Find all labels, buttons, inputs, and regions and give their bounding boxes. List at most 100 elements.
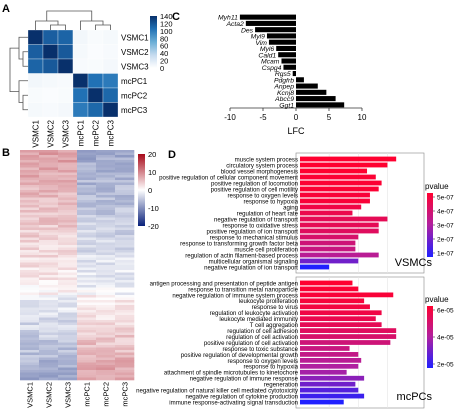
heatmap-row-segment — [115, 315, 135, 318]
heatmap-row-segment — [39, 297, 59, 301]
go-term-bar — [300, 375, 365, 381]
heatmap-row-segment — [58, 197, 78, 201]
heatmap-row-segment — [58, 240, 78, 243]
colorbar-tick-label: 20 — [160, 57, 168, 66]
heatmap-row-segment — [58, 235, 78, 238]
heatmap-row-segment — [58, 212, 78, 216]
heatmap-row-segment — [77, 162, 97, 166]
heatmap-row-segment — [58, 152, 78, 156]
heatmap-row-segment — [58, 185, 78, 188]
heatmap-row-segment — [20, 362, 40, 366]
heatmap-row-segment — [77, 347, 97, 351]
column-label: VSMC1 — [26, 382, 35, 408]
heatmap-row-segment — [58, 255, 78, 258]
go-term-bar — [300, 310, 382, 316]
go-term-bar — [300, 246, 356, 252]
heatmap-row-segment — [39, 165, 59, 168]
go-term-bar — [300, 204, 362, 210]
legend-tick-label: 3e-07 — [437, 223, 454, 230]
heatmap-row-segment — [20, 290, 40, 293]
heatmap-row-segment — [77, 335, 97, 338]
heatmap-row-segment — [96, 205, 116, 208]
panel-c-lfc-bar-chart: -10 -5 0 5 10 LFC Myh11Acta2DesMyl9VimMyl6Cald… — [218, 14, 367, 136]
go-term-bar — [300, 240, 356, 246]
heatmap-row-segment — [20, 230, 40, 233]
gene-label: Myh11 — [218, 15, 238, 22]
heatmap-row-segment — [115, 330, 135, 333]
heatmap-row-segment — [77, 195, 97, 198]
heatmap-row-segment — [115, 190, 135, 193]
colorbar-tick-label: 120 — [160, 19, 173, 28]
heatmap-row-segment — [39, 332, 59, 336]
heatmap-row-segment — [39, 172, 59, 176]
heatmap-row-segment — [20, 325, 40, 328]
heatmap-row-segment — [96, 360, 116, 363]
heatmap-row-segment — [115, 155, 135, 158]
heatmap-row-segment — [77, 327, 97, 331]
heatmap-cell — [102, 87, 119, 103]
heatmap-row-segment — [20, 257, 40, 261]
heatmap-row-segment — [96, 280, 116, 283]
heatmap-row-segment — [77, 367, 97, 371]
heatmap-row-segment — [96, 315, 116, 318]
heatmap-row-segment — [115, 322, 135, 326]
gene-label: Myl6 — [260, 46, 275, 53]
go-term-label: positive regulation of ion transport — [207, 228, 299, 235]
heatmap-row-segment — [115, 360, 135, 363]
heatmap-row-segment — [96, 355, 116, 358]
heatmap-row-segment — [58, 290, 78, 293]
heatmap-row-segment — [39, 277, 59, 281]
heatmap-row-segment — [39, 315, 59, 318]
heatmap-row-segment — [115, 212, 135, 216]
heatmap-row-segment — [39, 290, 59, 293]
heatmap-row-segment — [96, 297, 116, 301]
heatmap-row-segment — [77, 372, 97, 376]
heatmap-row-segment — [96, 345, 116, 348]
heatmap-row-segment — [20, 232, 40, 236]
heatmap-row-segment — [77, 297, 97, 301]
row-label: mcPC2 — [121, 91, 148, 100]
heatmap-row-segment — [96, 250, 116, 253]
heatmap-row-segment — [39, 180, 59, 183]
heatmap-row-segment — [96, 267, 116, 271]
heatmap-row-segment — [58, 330, 78, 333]
go-term-bar — [300, 399, 344, 405]
heatmap-row-segment — [39, 245, 59, 248]
heatmap-row-segment — [58, 305, 78, 308]
heatmap-row-segment — [96, 342, 116, 346]
heatmap-row-segment — [39, 330, 59, 333]
go-term-bar — [300, 192, 370, 198]
heatmap-row-segment — [39, 187, 59, 191]
panel-d-mcpcs-go-bar-chart: antigen processing and presentation of p… — [136, 276, 454, 409]
heatmap-row-segment — [58, 375, 78, 378]
heatmap-row-segment — [20, 315, 40, 318]
heatmap-row-segment — [115, 290, 135, 293]
gene-label: Mcam — [261, 59, 280, 66]
heatmap-row-segment — [115, 310, 135, 313]
go-term-label: response to toxic substance — [222, 346, 298, 353]
heatmap-row-segment — [77, 265, 97, 268]
heatmap-row-segment — [96, 167, 116, 171]
heatmap-row-segment — [96, 212, 116, 216]
heatmap-row-segment — [115, 175, 135, 178]
heatmap-row-segment — [115, 255, 135, 258]
heatmap-row-segment — [58, 292, 78, 296]
heatmap-row-segment — [96, 197, 116, 201]
heatmap-row-segment — [77, 305, 97, 308]
heatmap-row-segment — [58, 262, 78, 266]
heatmap-row-segment — [39, 260, 59, 263]
heatmap-row-segment — [115, 332, 135, 336]
heatmap-row-segment — [96, 155, 116, 158]
heatmap-row-segment — [77, 257, 97, 261]
heatmap-row-segment — [58, 295, 78, 298]
heatmap-row-segment — [39, 285, 59, 288]
heatmap-row-segment — [58, 245, 78, 248]
lfc-bar — [266, 33, 296, 39]
heatmap-cell — [57, 29, 74, 45]
heatmap-row-segment — [115, 280, 135, 283]
heatmap-row-segment — [115, 347, 135, 351]
heatmap-row-segment — [77, 232, 97, 236]
heatmap-row-segment — [58, 302, 78, 306]
go-term-label: positive regulation of developmental gro… — [181, 352, 298, 359]
